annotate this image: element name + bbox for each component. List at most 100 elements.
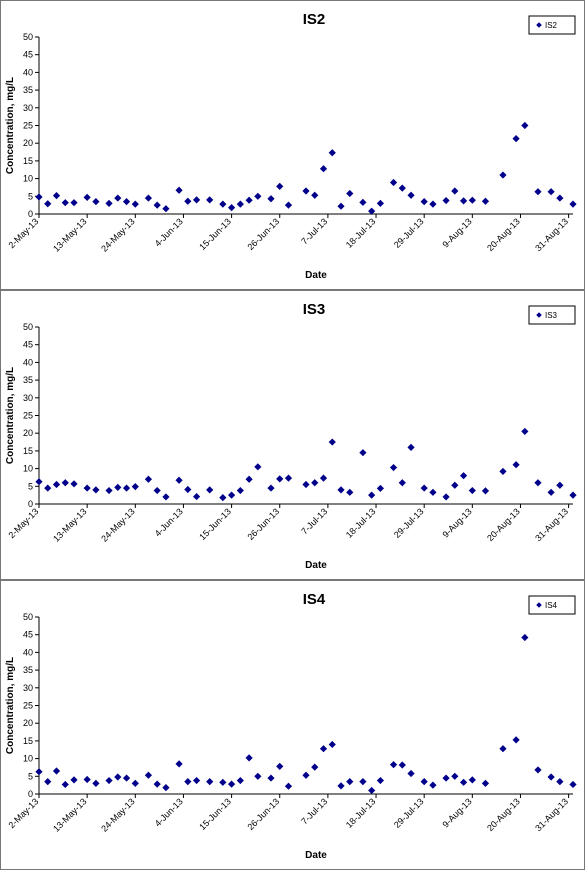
chart-is3-data-point: [35, 478, 43, 486]
chart-is4-data-point: [254, 772, 262, 780]
chart-is4-y-axis-label: Concentration, mg/L: [5, 657, 16, 754]
chart-is3-data-point: [131, 483, 139, 491]
chart-is2-title: IS2: [303, 11, 326, 28]
chart-is3-data-point: [328, 438, 336, 446]
chart-is2-data-point: [556, 194, 564, 202]
chart-is3: IS3 0 5 10 15 20 25 30 35 40 45 50 2-May-13 13-May-13…: [5, 301, 577, 571]
chart-is2-data-point: [420, 198, 428, 206]
chart-is3-data-point: [276, 475, 284, 483]
chart-is2-data-point: [468, 196, 476, 204]
chart-is2-data-point: [276, 182, 284, 190]
chart-is4-data-point: [284, 782, 293, 790]
chart-is4-x-tick-label: 29-Jul-13: [392, 796, 426, 830]
chart-is3-y-tick-label: 10: [23, 464, 33, 474]
chart-is3-x-tick-label: 15-Jun-13: [197, 506, 233, 542]
chart-is4-data-point: [61, 780, 69, 789]
chart-is4-data-point: [429, 781, 437, 789]
chart-is2-data-point: [398, 184, 406, 192]
chart-is4-x-tick-label: 26-Jun-13: [245, 796, 281, 832]
chart-is3-data-point: [451, 481, 459, 489]
chart-is2-data-point: [346, 189, 354, 198]
chart-is3-data-point: [459, 472, 468, 480]
chart-is4-data-point: [459, 778, 468, 786]
chart-is2-data-point: [451, 187, 459, 195]
chart-is4-data-point: [162, 784, 170, 792]
chart-is4-data-point: [219, 778, 227, 786]
chart-is2-data-point: [92, 198, 100, 206]
chart-is4-y-tick-label: 35: [23, 665, 33, 675]
chart-is4-x-tick-label: 9-Aug-13: [440, 796, 473, 829]
chart-is3-data-point: [219, 494, 227, 502]
chart-is3-data-point: [556, 481, 564, 489]
chart-is2-y-tick-label: 0: [28, 209, 33, 219]
chart-is4-data-point: [175, 760, 183, 768]
chart-is3-data-point: [184, 485, 192, 494]
chart-is4-data-point: [328, 740, 336, 749]
chart-is3-y-tick-label: 5: [28, 481, 33, 491]
chart-is2-y-tick-label: 30: [23, 103, 33, 113]
chart-is4-data-point: [52, 767, 61, 775]
chart-is2-data-point: [407, 191, 415, 199]
chart-panel-is4: IS4 0 5 10 15 20 25 30 35 40 45 50 2-May-13 13-May-13…: [0, 580, 585, 870]
chart-is4-y-tick-label: 20: [23, 718, 33, 728]
chart-is4-x-tick-label: 18-Jul-13: [344, 796, 378, 830]
chart-is3-data-point: [368, 491, 376, 499]
chart-is4: IS4 0 5 10 15 20 25 30 35 40 45 50 2-May-13 13-May-13…: [5, 591, 577, 861]
chart-is3-x-tick-label: 4-Jun-13: [153, 506, 185, 538]
chart-is3-data-point: [227, 491, 236, 499]
chart-is3-data-point: [175, 476, 183, 484]
chart-is4-x-tick-label: 7-Jul-13: [299, 796, 329, 826]
chart-is3-data-point: [302, 480, 310, 489]
chart-is2-data-point: [254, 192, 262, 200]
chart-is3-data-point: [398, 479, 406, 487]
chart-is2-y-tick-label: 15: [23, 156, 33, 166]
chart-is4-y-tick-label: 10: [23, 754, 33, 764]
chart-is4-data-point: [442, 774, 450, 782]
chart-is2-data-point: [389, 178, 398, 187]
chart-is4-y-tick-label: 50: [23, 612, 33, 622]
chart-is3-x-tick-label: 29-Jul-13: [392, 506, 426, 540]
chart-is2-y-tick-label: 45: [23, 50, 33, 60]
chart-is2-data-point: [105, 199, 113, 207]
chart-is3-x-tick-label: 7-Jul-13: [299, 506, 329, 536]
chart-is3-data-point: [70, 480, 78, 488]
chart-is2-data-point: [319, 165, 328, 173]
chart-is4-data-point: [267, 774, 275, 782]
chart-is4-data-point: [311, 763, 319, 771]
chart-is2-data-point: [429, 200, 437, 208]
chart-is3-data-point: [337, 486, 345, 494]
chart-is3-x-tick-label: 18-Jul-13: [344, 506, 378, 540]
chart-is3-x-tick-label: 13-May-13: [51, 506, 88, 543]
chart-panel-is2: IS2 0 5 10 15 20 25 30 35 40 45 50 2-May-13 13-May-13…: [0, 0, 585, 290]
chart-is3-data-point: [284, 474, 293, 482]
chart-is2-data-point: [284, 201, 293, 209]
chart-is2-data-point: [311, 191, 319, 199]
chart-is3-data-point: [346, 488, 354, 496]
chart-is4-data-point: [407, 769, 415, 778]
chart-is3-legend-marker: [536, 312, 542, 318]
chart-is3-data-point: [311, 479, 319, 487]
chart-is3-x-tick-label: 24-May-13: [99, 506, 136, 543]
chart-is4-x-tick-label: 13-May-13: [51, 796, 88, 833]
chart-is3-data-point: [481, 487, 490, 495]
chart-is4-data-point: [192, 776, 201, 785]
chart-is3-data-point: [468, 486, 476, 495]
chart-is3-data-point: [83, 484, 91, 492]
chart-is3-data-point: [162, 493, 170, 501]
chart-is3-data-point: [92, 486, 100, 494]
chart-is3-x-tick-label: 26-Jun-13: [245, 506, 281, 542]
chart-is3-data-point: [52, 480, 61, 489]
chart-is3-data-point: [206, 486, 214, 494]
chart-is2-legend-box: [528, 15, 576, 35]
chart-is2-y-tick-label: 50: [23, 32, 33, 42]
chart-is2-data-point: [70, 199, 78, 207]
chart-is2-legend: IS2: [528, 15, 576, 35]
chart-is2-data-point: [184, 197, 192, 205]
chart-is3-y-tick-label: 50: [23, 322, 33, 332]
chart-is4-data-point: [184, 778, 192, 786]
chart-is2-x-tick-label: 29-Jul-13: [392, 216, 426, 250]
chart-is4-data-point: [420, 778, 428, 786]
chart-is2-y-tick-label: 20: [23, 138, 33, 148]
chart-is3-data-point: [144, 475, 153, 483]
chart-is4-data-point: [114, 773, 122, 781]
